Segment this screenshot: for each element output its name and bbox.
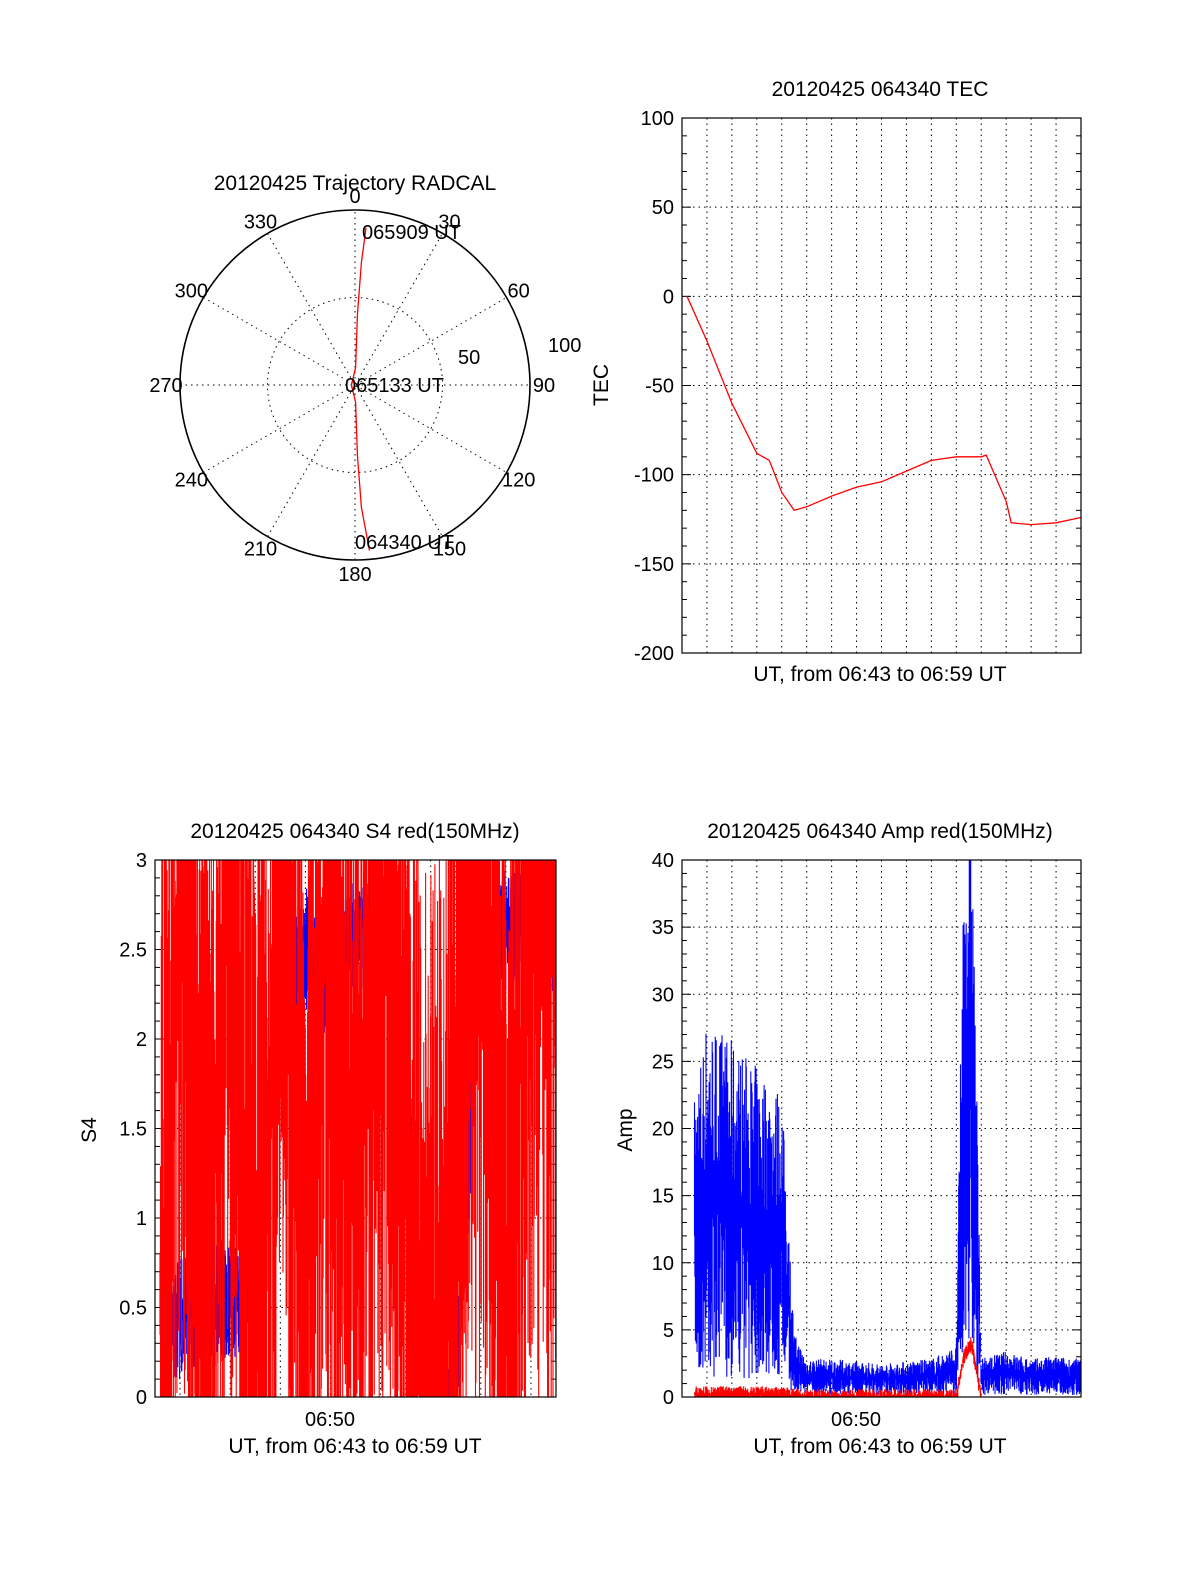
- s4-y-tick-label: 0.5: [119, 1298, 147, 1320]
- s4-y-tick-label: 1.5: [119, 1119, 147, 1141]
- polar-angle-label: 270: [149, 375, 182, 397]
- annotation-065133: 065133 UT: [345, 375, 444, 397]
- s4-x-tick-label: 06:50: [305, 1409, 355, 1431]
- s4-y-tick-label: 0: [136, 1387, 147, 1409]
- tec-y-tick-label: -150: [634, 554, 674, 576]
- polar-angle-label: 150: [433, 539, 466, 561]
- annotation-064340: 064340 UT: [355, 532, 454, 554]
- polar-inner-circle: [267, 297, 443, 473]
- s4-y-tick-label: 3: [136, 850, 147, 872]
- amp-y-tick-label: 5: [663, 1320, 674, 1342]
- polar-grid: [179, 209, 531, 561]
- tec-title: 20120425 064340 TEC: [772, 78, 989, 101]
- s4-title: 20120425 064340 S4 red(150MHz): [190, 820, 519, 843]
- amp-plot-frame: [681, 859, 1082, 1398]
- polar-radius-label-50: 50: [458, 347, 480, 369]
- amp-y-tick-label: 0: [663, 1387, 674, 1409]
- tec-panel: 20120425 064340 TEC 100 50 0 -50 -100 -150 -20…: [590, 78, 1082, 686]
- s4-series-red: [159, 860, 557, 1397]
- amp-y-tick-label: 20: [652, 1119, 674, 1141]
- s4-x-axis-label: UT, from 06:43 to 06:59 UT: [228, 1435, 481, 1458]
- amp-x-tick-label: 06:50: [831, 1409, 881, 1431]
- tec-y-tick-labels: 100 50 0 -50 -100 -150 -200: [634, 108, 674, 665]
- amp-y-tick-labels: 40 35 30 25 20 15 10 5 0: [652, 850, 674, 1409]
- polar-panel: 20120425 Trajectory RADCAL 0 30 60 90 120 150…: [149, 172, 581, 586]
- amp-x-axis-label: UT, from 06:43 to 06:59 UT: [753, 1435, 1006, 1458]
- amp-y-axis-label: Amp: [614, 1108, 637, 1151]
- amp-y-tick-label: 35: [652, 917, 674, 939]
- tec-y-tick-label: 100: [641, 108, 674, 130]
- polar-radius-label-100: 100: [548, 335, 581, 357]
- tec-y-tick-label: 0: [663, 286, 674, 308]
- tec-grid: [682, 117, 1081, 654]
- s4-series: [159, 860, 557, 1397]
- tec-y-tick-label: -100: [634, 465, 674, 487]
- s4-y-tick-labels: 3 2.5 2 1.5 1 0.5 0: [119, 850, 147, 1409]
- s4-y-tick-label: 2.5: [119, 940, 147, 962]
- polar-angle-label: 210: [244, 539, 277, 561]
- polar-angle-label: 90: [533, 375, 555, 397]
- polar-spoke: [267, 233, 443, 537]
- s4-plot-frame: [154, 859, 557, 1398]
- tec-y-tick-label: 50: [652, 197, 674, 219]
- amp-y-tick-label: 10: [652, 1253, 674, 1275]
- polar-angle-label: 180: [338, 564, 371, 586]
- annotation-065909: 065909 UT: [362, 222, 461, 244]
- polar-title: 20120425 Trajectory RADCAL: [214, 172, 497, 195]
- tec-plot-frame: [681, 117, 1082, 654]
- amp-grid: [682, 859, 1081, 1398]
- polar-angle-label: 330: [244, 211, 277, 233]
- polar-spoke: [203, 297, 507, 473]
- tec-x-axis-label: UT, from 06:43 to 06:59 UT: [753, 663, 1006, 686]
- amp-y-tick-label: 25: [652, 1051, 674, 1073]
- polar-angle-label: 60: [508, 281, 530, 303]
- tec-series: [686, 296, 1082, 526]
- amp-panel: 20120425 064340 Amp red(150MHz) 40 35 30 25…: [614, 820, 1082, 1458]
- s4-y-tick-label: 1: [136, 1208, 147, 1230]
- polar-angle-label: 120: [502, 470, 535, 492]
- polar-angle-label: 0: [349, 186, 360, 208]
- amp-y-tick-label: 15: [652, 1186, 674, 1208]
- polar-angle-label: 300: [175, 281, 208, 303]
- polar-angle-label: 30: [438, 211, 460, 233]
- amp-y-tick-label: 40: [652, 850, 674, 872]
- tec-y-tick-label: -200: [634, 643, 674, 665]
- s4-y-tick-label: 2: [136, 1029, 147, 1051]
- amp-series-blue: [693, 860, 1082, 1395]
- amp-y-tick-label: 30: [652, 984, 674, 1006]
- s4-y-axis-label: S4: [78, 1117, 101, 1143]
- amp-series: [693, 860, 1082, 1397]
- s4-panel: 20120425 064340 S4 red(150MHz) 3 2.5 2 1.5 1…: [78, 820, 557, 1458]
- tec-y-axis-label: TEC: [590, 364, 613, 406]
- polar-angle-label: 240: [175, 470, 208, 492]
- tec-series-red: [686, 296, 1082, 526]
- polar-trajectory-line: [350, 227, 371, 551]
- amp-title: 20120425 064340 Amp red(150MHz): [707, 820, 1053, 843]
- amp-series-red: [693, 1337, 982, 1397]
- polar-spoke: [267, 233, 443, 537]
- polar-spoke: [203, 297, 507, 473]
- tec-y-tick-label: -50: [645, 376, 674, 398]
- polar-angle-labels: 0 30 60 90 120 150 180 210 240 270 300 330: [149, 186, 555, 586]
